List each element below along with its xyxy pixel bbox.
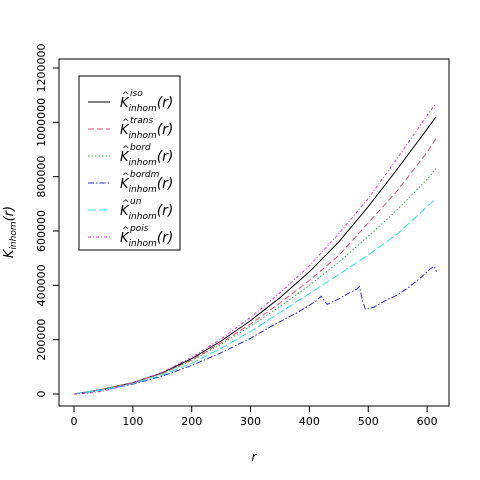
x-tick-label: 400	[299, 415, 320, 428]
legend-hat: ^	[122, 172, 130, 182]
y-axis-title-base: K	[2, 248, 17, 258]
y-axis-title-sub: inhom	[9, 221, 19, 249]
legend-hat: ^	[122, 91, 130, 101]
legend-label-un: Kinhom(r)	[120, 203, 173, 222]
legend-superscript-bordm: bordm	[130, 170, 160, 180]
legend-label-bordm: Kinhom(r)	[120, 176, 173, 195]
series-line-bord	[73, 168, 437, 395]
legend-superscript-un: un	[130, 197, 142, 207]
legend-label-bord: Kinhom(r)	[120, 149, 173, 168]
y-tick-label: 400000	[35, 264, 48, 306]
legend-hat: ^	[122, 226, 130, 236]
legend-hat: ^	[122, 199, 130, 209]
y-tick-label: 600000	[35, 210, 48, 252]
y-tick-label: 200000	[35, 319, 48, 361]
y-tick-label: 800000	[35, 156, 48, 198]
y-axis: 0 200000 400000 600000 800000 1000000 1200000	[35, 44, 59, 398]
plot-frame	[58, 58, 450, 407]
x-tick-label: 500	[358, 415, 379, 428]
y-axis-title-arg: (r)	[2, 206, 17, 222]
x-axis-title: r	[252, 450, 258, 464]
x-tick-label: 600	[417, 415, 438, 428]
y-tick-label: 1200000	[35, 44, 48, 93]
legend-superscript-iso: iso	[130, 89, 143, 99]
legend-superscript-trans: trans	[130, 116, 153, 126]
series-line-un	[73, 198, 437, 395]
y-axis-title: Kinhom(r)	[2, 206, 19, 258]
series-line-bordm	[73, 265, 437, 395]
legend-superscript-bord: bord	[130, 143, 151, 153]
legend-label-pois: Kinhom(r)	[120, 230, 173, 249]
x-tick-label: 0	[71, 415, 78, 428]
legend-label-trans: Kinhom(r)	[120, 122, 173, 141]
x-axis: 0 100 200 300 400 500 600	[71, 406, 438, 428]
y-tick-label: 1000000	[35, 98, 48, 147]
x-tick-label: 100	[122, 415, 143, 428]
legend-hat: ^	[122, 145, 130, 155]
x-tick-label: 200	[181, 415, 202, 428]
series-layer	[73, 103, 437, 395]
x-tick-label: 300	[240, 415, 261, 428]
legend-box	[78, 75, 181, 251]
legend-label-iso: Kinhom(r)	[120, 95, 173, 114]
legend-superscript-pois: pois	[129, 224, 149, 234]
svg-text:Kinhom(r): Kinhom(r)	[2, 206, 19, 258]
legend-hat: ^	[122, 118, 130, 128]
y-tick-label: 0	[35, 391, 48, 398]
